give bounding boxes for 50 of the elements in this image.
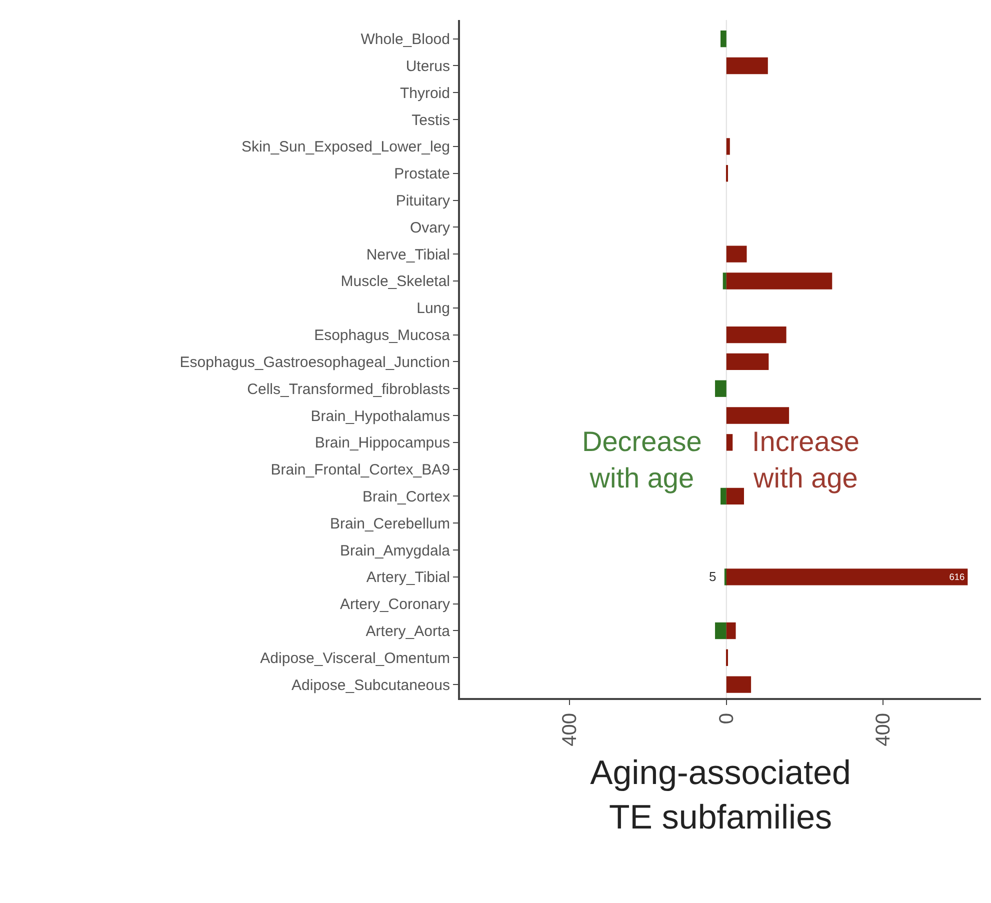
bar (726, 272, 832, 290)
bar (726, 326, 786, 344)
bar (726, 138, 730, 155)
y-tick-label: Brain_Amygdala (340, 542, 451, 560)
bar (726, 622, 736, 640)
bar (720, 488, 726, 505)
bar (726, 488, 744, 505)
y-tick-label: Muscle_Skeletal (340, 273, 450, 290)
y-tick-label: Testis (412, 112, 450, 129)
y-tick-label: Pituitary (396, 192, 450, 210)
bar (726, 434, 733, 451)
y-tick-label: Adipose_Visceral_Omentum (260, 650, 450, 667)
bar (726, 407, 790, 424)
data-label: 616 (949, 572, 965, 582)
bar (722, 272, 726, 290)
bar (726, 676, 752, 693)
y-tick-label: Brain_Hippocampus (314, 434, 450, 452)
y-tick-label: Ovary (410, 219, 450, 236)
bar (726, 568, 968, 586)
x-tick-label: 0 (716, 713, 738, 724)
bar (715, 622, 726, 640)
y-tick-label: Adipose_Subcutaneous (292, 676, 450, 694)
annotation: 5 (709, 569, 716, 584)
y-tick-label: Cells_Transformed_fibroblasts (247, 380, 450, 398)
bar (726, 246, 747, 262)
y-tick-label: Esophagus_Gastroesophageal_Junction (180, 354, 450, 371)
y-tick-label: Brain_Cortex (362, 488, 450, 506)
y-tick-label: Artery_Tibial (366, 569, 450, 586)
annotation: Decrease with age (582, 426, 702, 494)
y-tick-label: Lung (416, 300, 450, 318)
annotation: Increase with age (752, 426, 860, 494)
y-tick-label: Skin_Sun_Exposed_Lower_leg (242, 138, 450, 156)
bar (715, 380, 726, 397)
y-tick-label: Artery_Aorta (366, 622, 451, 640)
y-tick-label: Artery_Coronary (340, 596, 450, 614)
y-tick-label: Nerve_Tibial (366, 246, 450, 264)
bar (726, 353, 769, 370)
y-tick-label: Esophagus_Mucosa (314, 327, 451, 344)
y-tick-label: Brain_Cerebellum (330, 515, 450, 532)
y-tick-label: Brain_Hypothalamus (310, 408, 450, 425)
y-tick-label: Whole_Blood (360, 31, 450, 48)
bar (720, 30, 726, 48)
y-tick-label: Uterus (406, 58, 450, 75)
y-tick-label: Brain_Frontal_Cortex_BA9 (270, 462, 450, 479)
x-tick-label: 400 (872, 713, 895, 746)
y-tick-label: Prostate (394, 166, 450, 183)
y-tick-label: Thyroid (400, 84, 450, 102)
x-axis-title: Aging-associated TE subfamilies (590, 754, 851, 836)
bar (726, 57, 768, 74)
x-tick-label: 400 (559, 713, 582, 746)
